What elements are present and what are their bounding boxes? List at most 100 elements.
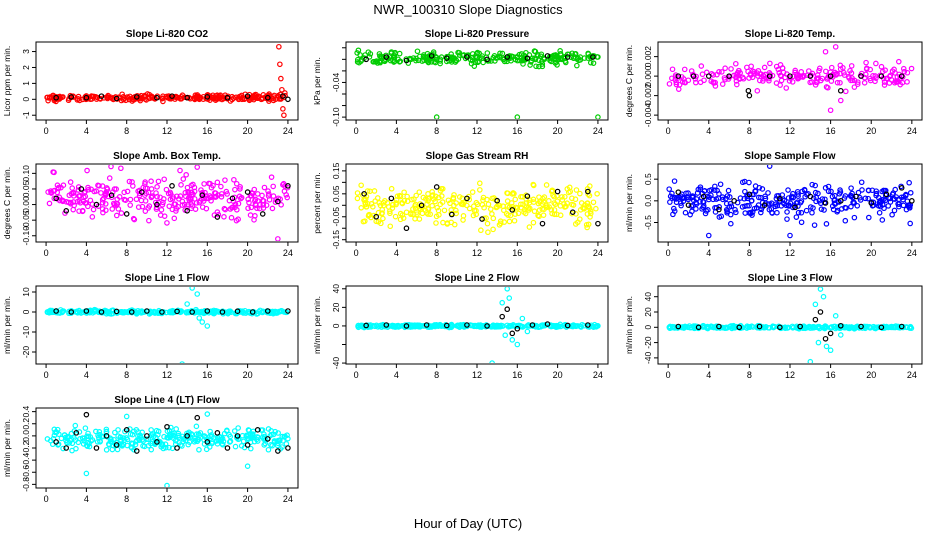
data-point [226, 439, 233, 445]
x-tick-label: 20 [866, 370, 876, 380]
outlier-point [275, 236, 281, 241]
data-point [742, 203, 748, 209]
highlight-point [464, 322, 470, 328]
data-point [850, 199, 857, 205]
highlight-point [264, 94, 271, 101]
outlier-point [179, 361, 185, 363]
highlight-point [249, 309, 256, 315]
data-point [438, 186, 445, 192]
data-point [765, 190, 771, 196]
data-point [863, 59, 869, 66]
highlight-point [827, 73, 834, 79]
data-point [179, 202, 186, 208]
highlight-point [504, 306, 511, 313]
highlight-point [219, 309, 226, 315]
outlier-point [184, 301, 190, 307]
x-tick-label: 8 [124, 370, 129, 380]
data-point [786, 202, 792, 208]
data-point [370, 59, 377, 65]
highlight-point [103, 433, 110, 439]
data-point [171, 215, 178, 222]
data-point [127, 426, 133, 432]
data-point [51, 187, 58, 194]
data-point [477, 180, 483, 187]
data-point [95, 434, 102, 441]
data-point [870, 324, 877, 330]
highlight-point [98, 93, 105, 99]
y-tick-label: 0.15 [331, 162, 341, 179]
data-point [364, 188, 371, 194]
data-point [140, 443, 146, 449]
data-point [111, 186, 118, 192]
data-point [701, 77, 707, 84]
highlight-point [259, 211, 266, 217]
data-point [397, 216, 404, 223]
data-point [853, 324, 859, 331]
x-tick-label: 20 [553, 370, 563, 380]
data-point [485, 201, 492, 208]
data-point [848, 203, 854, 210]
data-point [142, 208, 149, 214]
y-tick-label: 0.000 [643, 65, 653, 87]
data-point [671, 178, 678, 184]
data-point [172, 96, 178, 102]
data-point [391, 54, 398, 61]
data-point [112, 429, 118, 436]
highlight-point [807, 193, 814, 200]
data-point [419, 58, 425, 64]
data-point [44, 436, 51, 442]
data-point [146, 95, 153, 102]
data-point [861, 323, 867, 330]
data-point [203, 195, 209, 202]
data-point [837, 79, 843, 86]
x-tick-label: 24 [593, 370, 603, 380]
y-tick-label: -20 [21, 346, 31, 359]
data-point [858, 179, 865, 186]
data-point [268, 442, 274, 448]
outlier-point [509, 337, 516, 343]
highlight-point [509, 330, 516, 337]
data-point [710, 196, 716, 203]
data-point [455, 49, 461, 56]
data-point [751, 71, 757, 77]
data-point [368, 201, 375, 207]
data-point [803, 207, 810, 214]
data-point [255, 198, 261, 204]
y-tick-label: -40 [643, 351, 653, 364]
data-point [572, 51, 579, 57]
data-point [420, 194, 427, 201]
y-axis-label: ml/min per min. [624, 174, 634, 232]
data-point [795, 191, 801, 197]
outlier-point [822, 48, 829, 55]
data-point [716, 69, 722, 75]
x-tick-label: 16 [202, 126, 212, 136]
highlight-point [544, 53, 551, 59]
data-point [896, 58, 902, 65]
data-point [484, 220, 491, 227]
data-point [255, 308, 262, 315]
data-point [451, 192, 457, 198]
data-point [452, 59, 459, 65]
data-point [51, 169, 57, 176]
data-point [784, 216, 790, 222]
y-tick-label: -0.2 [21, 440, 31, 455]
data-point [733, 209, 739, 216]
data-point [557, 48, 563, 54]
highlight-point [383, 322, 390, 328]
highlight-point [214, 430, 221, 436]
data-point [879, 197, 885, 203]
data-point [816, 323, 822, 330]
data-point [189, 203, 196, 209]
data-point [758, 209, 764, 216]
data-point [80, 441, 87, 447]
data-point [149, 431, 156, 437]
data-point [270, 193, 277, 199]
x-tick-label: 12 [162, 370, 172, 380]
highlight-point [736, 324, 743, 331]
data-point [537, 199, 543, 205]
data-point [812, 182, 819, 189]
data-point [481, 323, 488, 329]
highlight-point [514, 325, 521, 332]
data-point [851, 84, 858, 90]
data-point [899, 74, 906, 80]
